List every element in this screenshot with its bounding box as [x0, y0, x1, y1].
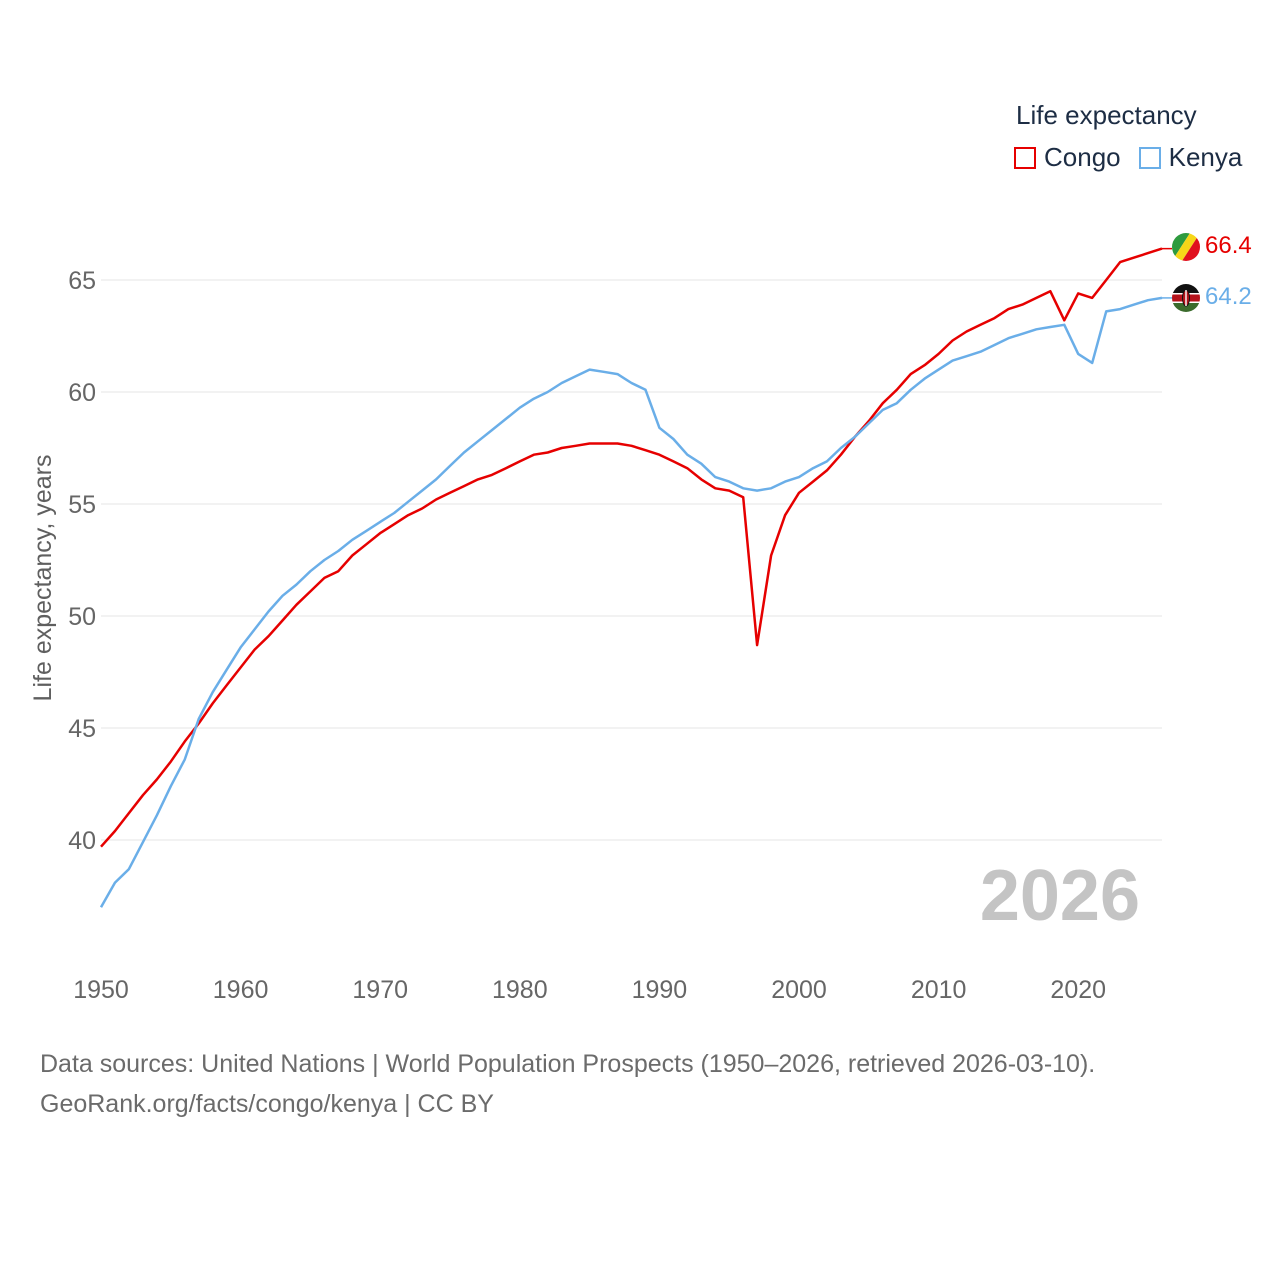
- x-tick-label-2000: 2000: [771, 976, 827, 1004]
- legend: Congo Kenya: [1014, 142, 1260, 173]
- congo-flag-icon: [1172, 233, 1200, 261]
- x-tick-label-1970: 1970: [352, 976, 408, 1004]
- x-tick-label-1980: 1980: [492, 976, 548, 1004]
- y-axis-ticks: 40 45 50 55 60 65: [68, 267, 96, 855]
- legend-item-kenya[interactable]: Kenya: [1138, 142, 1243, 173]
- data-source-note: Data sources: United Nations | World Pop…: [40, 1050, 1096, 1078]
- x-axis-ticks: 1950 1960 1970 1980 1990 2000 2010 2020: [73, 976, 1106, 1004]
- y-tick-label-60: 60: [68, 379, 96, 407]
- end-label-congo: 66.4: [1205, 232, 1252, 259]
- series-lines: [99, 247, 1172, 908]
- y-tick-label-45: 45: [68, 715, 96, 743]
- end-label-kenya: 64.2: [1205, 283, 1252, 310]
- legend-label-congo: Congo: [1044, 142, 1121, 172]
- legend-label-kenya: Kenya: [1168, 142, 1243, 172]
- x-tick-label-2020: 2020: [1050, 976, 1106, 1004]
- legend-swatch-kenya: [1138, 146, 1161, 169]
- x-tick-label-2010: 2010: [911, 976, 967, 1004]
- y-axis-label: Life expectancy, years: [29, 455, 57, 702]
- x-tick-label-1960: 1960: [213, 976, 269, 1004]
- legend-item-congo[interactable]: Congo: [1014, 142, 1121, 173]
- y-tick-label-50: 50: [68, 603, 96, 631]
- series-line-congo[interactable]: [100, 247, 1163, 848]
- y-tick-label-40: 40: [68, 827, 96, 855]
- kenya-flag-icon: [1172, 284, 1200, 312]
- x-tick-label-1950: 1950: [73, 976, 129, 1004]
- legend-title: Life expectancy: [1016, 100, 1197, 130]
- y-tick-label-65: 65: [68, 267, 96, 295]
- year-watermark: 2026: [980, 856, 1140, 936]
- series-line-kenya[interactable]: [99, 296, 1163, 908]
- footer: Data sources: United Nations | World Pop…: [40, 1044, 1095, 1124]
- y-tick-label-55: 55: [68, 491, 96, 519]
- legend-swatch-congo: [1014, 146, 1036, 169]
- attribution-link[interactable]: GeoRank.org/facts/congo/kenya | CC BY: [40, 1090, 494, 1118]
- grid-lines: [101, 279, 1162, 841]
- x-tick-label-1990: 1990: [632, 976, 688, 1004]
